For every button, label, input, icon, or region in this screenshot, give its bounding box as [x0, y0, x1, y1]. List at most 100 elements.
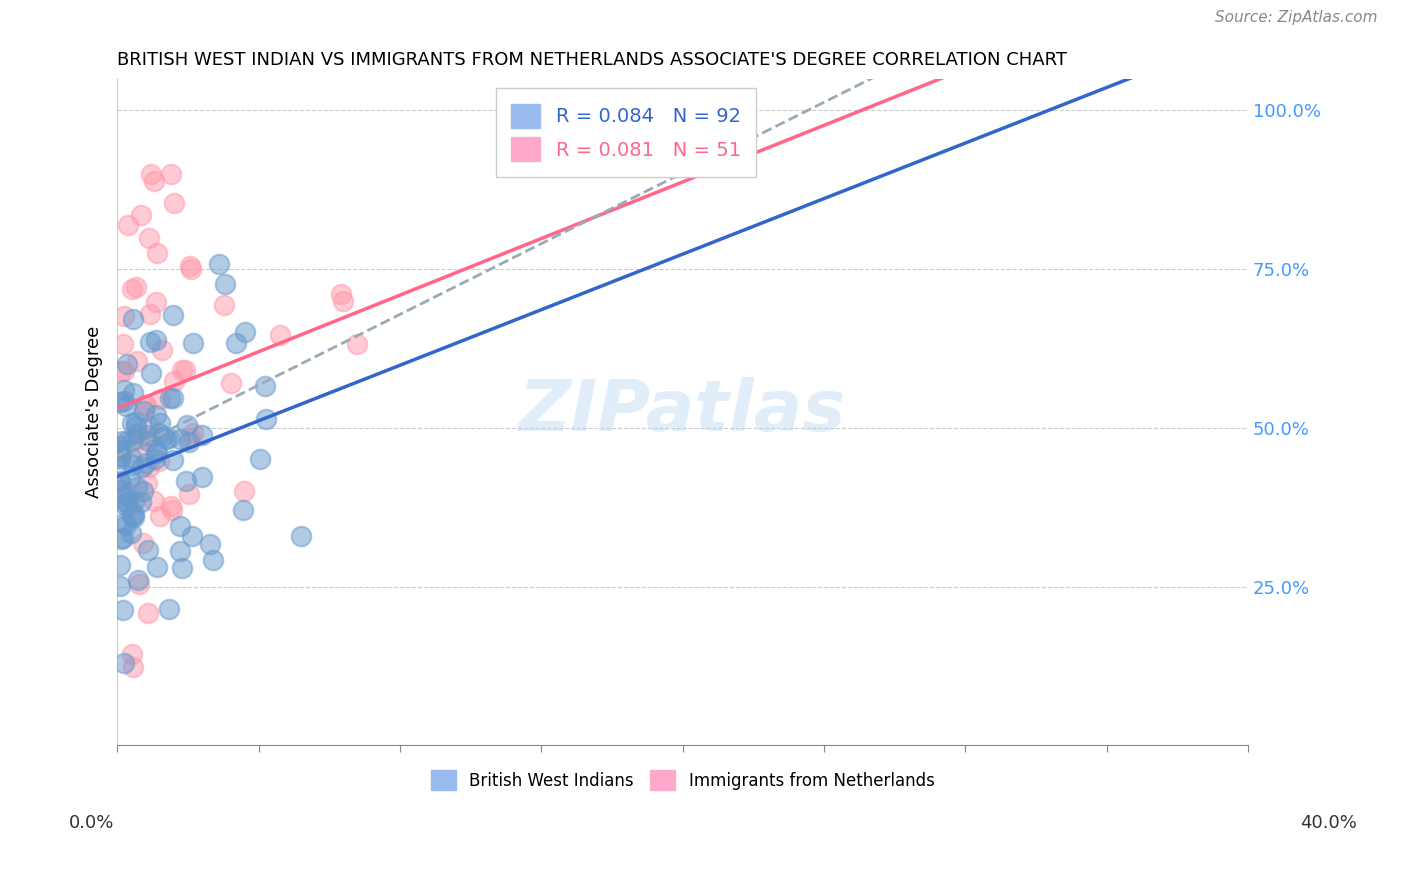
- Point: [329, 287, 352, 301]
- Point: [139, 307, 162, 321]
- Point: [114, 517, 136, 532]
- Point: [136, 542, 159, 557]
- Point: [129, 495, 152, 509]
- Point: [212, 298, 235, 312]
- Point: [112, 516, 135, 531]
- Point: [111, 434, 134, 448]
- Text: ZIPatlas: ZIPatlas: [519, 377, 846, 446]
- Point: [139, 335, 162, 350]
- Point: [117, 218, 139, 232]
- Point: [108, 475, 131, 489]
- Point: [145, 334, 167, 348]
- Point: [112, 383, 135, 397]
- Point: [125, 280, 148, 294]
- Point: [111, 603, 134, 617]
- Point: [110, 558, 132, 572]
- Point: [127, 432, 149, 446]
- Point: [114, 488, 136, 502]
- Point: [121, 648, 143, 662]
- Point: [117, 499, 139, 513]
- Point: [232, 503, 254, 517]
- Point: [114, 309, 136, 323]
- Point: [145, 294, 167, 309]
- Point: [172, 561, 194, 575]
- Point: [128, 440, 150, 454]
- Point: [181, 529, 204, 543]
- Point: [108, 450, 131, 465]
- Point: [191, 470, 214, 484]
- Point: [145, 245, 167, 260]
- Point: [162, 453, 184, 467]
- Point: [176, 418, 198, 433]
- Point: [108, 579, 131, 593]
- Point: [111, 337, 134, 351]
- Point: [110, 443, 132, 458]
- Point: [169, 433, 191, 447]
- Point: [117, 485, 139, 500]
- Point: [177, 434, 200, 449]
- Point: [122, 507, 145, 521]
- Point: [225, 336, 247, 351]
- Point: [132, 484, 155, 499]
- Point: [290, 529, 312, 543]
- Point: [138, 428, 160, 442]
- Point: [152, 429, 174, 443]
- Point: [112, 656, 135, 670]
- Point: [146, 560, 169, 574]
- Point: [125, 480, 148, 494]
- Point: [346, 337, 368, 351]
- Point: [181, 425, 204, 440]
- Point: [145, 445, 167, 459]
- Text: 40.0%: 40.0%: [1301, 814, 1357, 831]
- Point: [121, 417, 143, 431]
- Text: Source: ZipAtlas.com: Source: ZipAtlas.com: [1215, 11, 1378, 25]
- Point: [111, 531, 134, 545]
- Point: [122, 433, 145, 447]
- Point: [121, 385, 143, 400]
- Point: [139, 167, 162, 181]
- Point: [174, 474, 197, 488]
- Point: [157, 602, 180, 616]
- Point: [149, 392, 172, 406]
- Point: [180, 262, 202, 277]
- Text: 0.0%: 0.0%: [69, 814, 114, 831]
- Point: [201, 552, 224, 566]
- Point: [177, 486, 200, 500]
- Point: [172, 363, 194, 377]
- Point: [108, 439, 131, 453]
- Point: [122, 458, 145, 472]
- Point: [110, 533, 132, 547]
- Point: [233, 325, 256, 339]
- Point: [138, 433, 160, 447]
- Legend: British West Indians, Immigrants from Netherlands: British West Indians, Immigrants from Ne…: [418, 756, 948, 804]
- Point: [157, 431, 180, 445]
- Point: [219, 376, 242, 390]
- Point: [108, 474, 131, 488]
- Point: [145, 408, 167, 422]
- Point: [134, 404, 156, 418]
- Y-axis label: Associate's Degree: Associate's Degree: [86, 326, 103, 498]
- Point: [181, 335, 204, 350]
- Point: [169, 519, 191, 533]
- Point: [190, 428, 212, 442]
- Point: [148, 425, 170, 440]
- Point: [127, 573, 149, 587]
- Point: [163, 374, 186, 388]
- Point: [108, 450, 131, 464]
- Point: [136, 607, 159, 621]
- Point: [121, 509, 143, 524]
- Point: [136, 475, 159, 490]
- Point: [179, 431, 201, 445]
- Point: [125, 415, 148, 429]
- Point: [110, 364, 132, 378]
- Point: [115, 399, 138, 413]
- Point: [110, 395, 132, 409]
- Point: [112, 364, 135, 378]
- Point: [148, 454, 170, 468]
- Point: [131, 460, 153, 475]
- Point: [179, 259, 201, 273]
- Point: [122, 493, 145, 508]
- Point: [198, 537, 221, 551]
- Point: [232, 483, 254, 498]
- Point: [129, 208, 152, 222]
